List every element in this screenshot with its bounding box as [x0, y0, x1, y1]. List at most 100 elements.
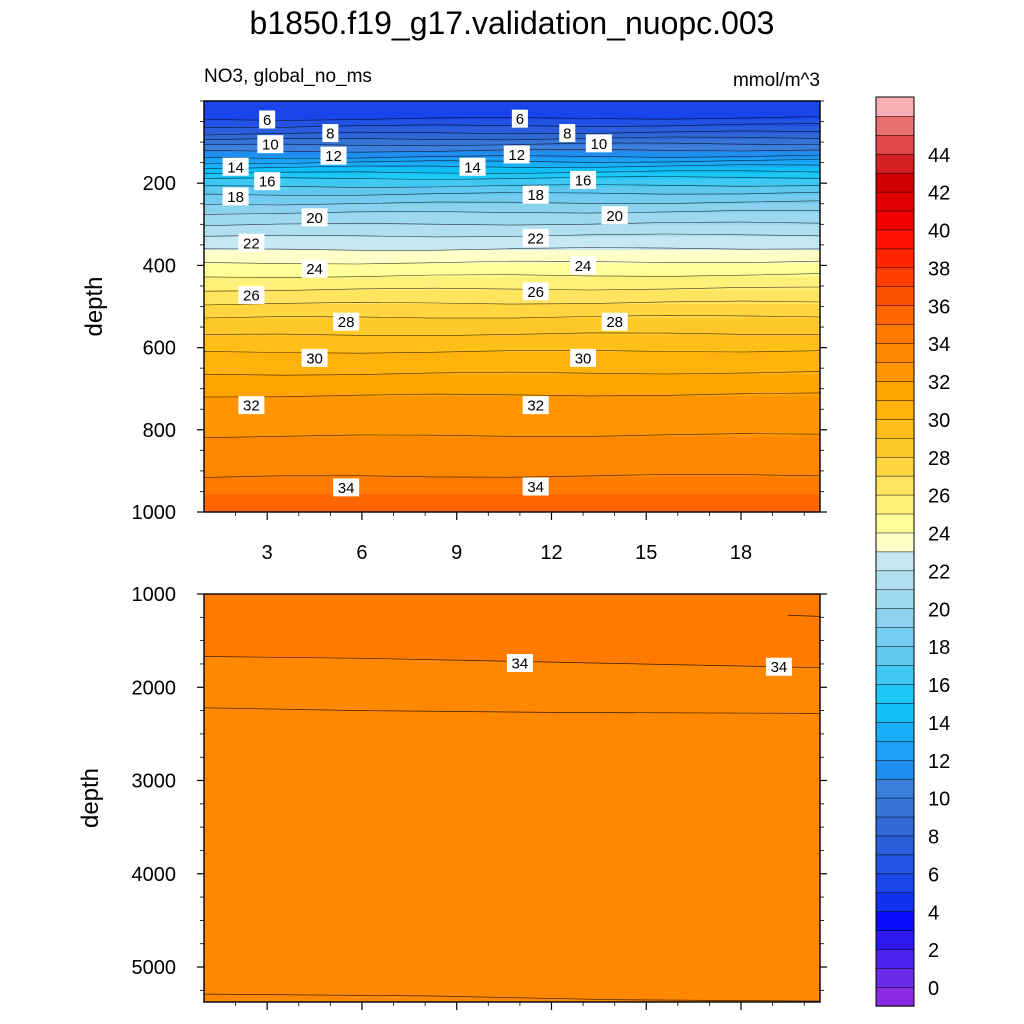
upper-y-tick-label: 600	[143, 338, 176, 360]
upper-band	[204, 352, 820, 375]
lower-y-tick-label: 1000	[132, 584, 177, 606]
upper-contour-label: 18	[527, 187, 544, 204]
colorbar-swatch	[875, 361, 915, 382]
upper-contour-label-box	[522, 282, 549, 301]
upper-contour-label-box	[301, 208, 328, 227]
colorbar-swatch	[875, 153, 915, 174]
upper-contour-label-box	[222, 187, 249, 206]
upper-band	[204, 162, 820, 169]
upper-contour-line	[203, 233, 821, 238]
upper-contour-label-box	[254, 172, 281, 191]
colorbar-swatch	[875, 134, 915, 155]
upper-band	[204, 167, 820, 174]
colorbar-swatch	[875, 930, 915, 950]
upper-contour-label: 16	[575, 172, 592, 189]
colorbar-swatch	[875, 797, 915, 818]
colorbar-label: 20	[928, 599, 950, 621]
colorbar-swatch	[875, 172, 915, 193]
colorbar-label: 30	[928, 410, 950, 432]
colorbar-swatch	[875, 286, 915, 306]
upper-contour-label-box	[585, 134, 612, 153]
colorbar-swatch	[875, 645, 915, 666]
colorbar-label: 6	[928, 864, 939, 886]
upper-contour-label: 12	[325, 148, 342, 165]
upper-contour-label-box	[257, 135, 284, 154]
upper-band	[204, 179, 820, 188]
upper-band	[204, 249, 820, 264]
colorbar-swatch	[875, 342, 915, 363]
chart-title: b1850.f19_g17.validation_nuopc.003	[250, 5, 775, 41]
upper-contour-line	[203, 170, 821, 175]
colorbar-swatch	[875, 664, 915, 685]
lower-contour-line	[203, 656, 821, 669]
colorbar-swatch	[875, 873, 915, 894]
colorbar-swatch	[875, 721, 915, 742]
upper-contour-label: 6	[263, 112, 271, 129]
colorbar-swatch	[875, 835, 915, 856]
colorbar-swatch	[875, 892, 915, 912]
upper-contour-label: 16	[259, 174, 276, 191]
lower-y-tick-label: 4000	[132, 864, 177, 886]
upper-contour-label: 22	[527, 230, 544, 247]
upper-contour-label: 24	[575, 258, 592, 275]
upper-contour-label: 14	[227, 159, 244, 176]
upper-band	[204, 318, 820, 336]
upper-contour-label: 24	[306, 261, 323, 278]
colorbar-swatch	[875, 608, 915, 628]
upper-contour-line	[203, 191, 821, 196]
colorbar-swatch	[875, 702, 915, 723]
lower-y-tick-label: 2000	[132, 677, 177, 699]
upper-contour-line	[203, 286, 821, 292]
upper-contour-label-box	[259, 110, 276, 129]
upper-contour-label-box	[503, 145, 530, 164]
upper-contour-label: 6	[516, 111, 524, 128]
upper-contour-line	[203, 136, 821, 141]
colorbar-label: 34	[928, 334, 950, 356]
upper-panel: 6 6 8 8 10 10 12 12 14 14 16 16 18 18 20 20 22 22 24 24 26 26…	[81, 100, 827, 564]
lower-contour-label: 34	[512, 656, 529, 673]
colorbar-swatch	[875, 948, 915, 969]
upper-contour-line	[203, 392, 821, 398]
upper-contour-line	[203, 142, 821, 147]
upper-contour-label-box	[320, 146, 347, 165]
colorbar-label: 26	[928, 486, 950, 508]
upper-contour-label-box	[238, 396, 265, 415]
upper-band	[204, 203, 820, 214]
upper-contour-line	[203, 474, 821, 478]
colorbar-swatch	[875, 229, 915, 250]
upper-contour-line	[203, 130, 821, 136]
upper-y-axis-label: depth	[81, 276, 108, 336]
upper-contour-label: 20	[306, 210, 323, 227]
upper-contour-label-box	[322, 124, 339, 143]
upper-y-tick-label: 800	[143, 420, 176, 442]
upper-contour-label-box	[570, 170, 597, 189]
upper-contour-label: 22	[243, 235, 260, 252]
upper-band	[204, 290, 820, 305]
colorbar-swatch	[875, 380, 915, 401]
colorbar-swatch	[875, 740, 915, 761]
upper-contour-line	[203, 314, 821, 319]
upper-contour-label: 30	[306, 350, 323, 367]
upper-band	[204, 335, 820, 354]
colorbar-swatch	[875, 418, 915, 439]
lower-y-axis-label: depth	[77, 768, 104, 828]
upper-contour-label: 10	[591, 136, 608, 153]
colorbar-label: 42	[928, 183, 950, 205]
upper-contour-label-box	[459, 157, 486, 176]
colorbar-swatch	[875, 967, 915, 988]
upper-contour-line	[203, 176, 821, 180]
upper-contour-label-box	[601, 312, 628, 331]
colorbar-swatch	[875, 248, 915, 269]
upper-contour-label: 34	[338, 480, 355, 497]
colorbar-swatch	[875, 759, 915, 780]
colorbar-label: 16	[928, 675, 950, 697]
upper-x-tick-label: 3	[262, 542, 273, 564]
upper-contour-label: 28	[338, 314, 355, 331]
colorbar-label: 12	[928, 751, 950, 773]
colorbar-swatch	[875, 456, 915, 477]
upper-y-tick-label: 1000	[132, 502, 177, 524]
colorbar-label: 0	[928, 978, 939, 1000]
colorbar-swatch	[875, 191, 915, 212]
colorbar-swatch	[875, 532, 915, 553]
